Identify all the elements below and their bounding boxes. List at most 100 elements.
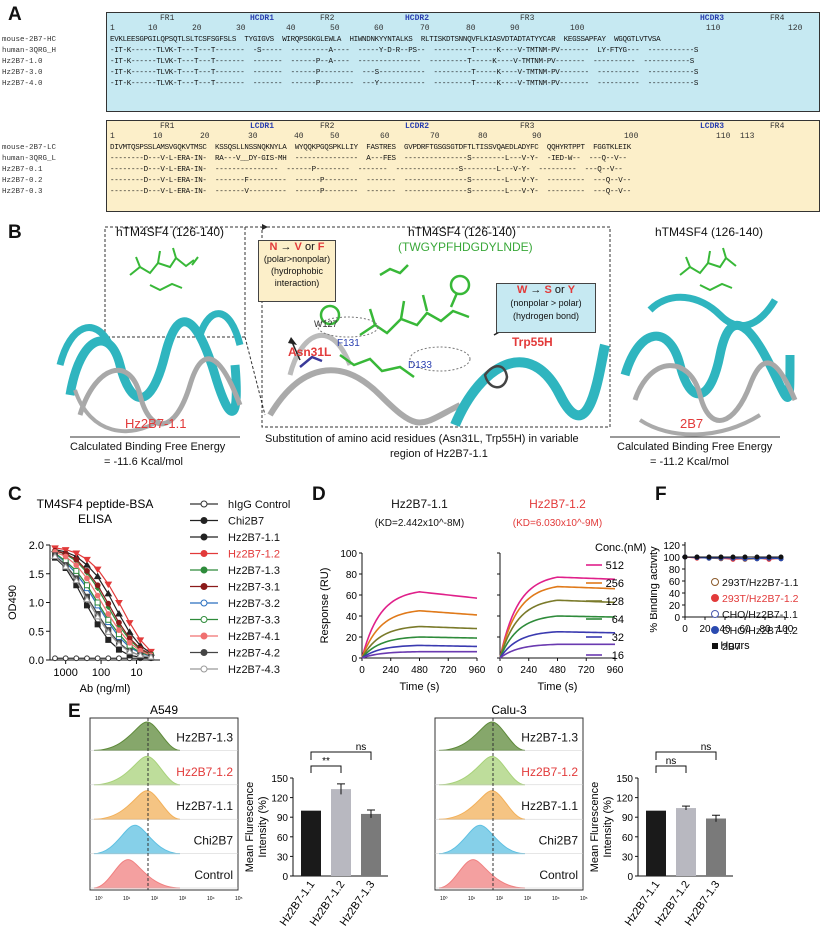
histogram-axis-tick: 10¹ xyxy=(468,896,476,902)
position-number: 50 xyxy=(330,132,340,141)
arrow2: → xyxy=(527,284,545,296)
legend-label: Hz2B7-3.1 xyxy=(228,582,280,594)
position-number: 100 xyxy=(624,132,639,141)
data-point xyxy=(72,550,81,558)
legend-marker xyxy=(200,649,208,656)
x-tick-label: 10 xyxy=(130,667,142,679)
position-number: 30 xyxy=(248,132,258,141)
position-number: 80 xyxy=(478,132,488,141)
x-tick-label: 720 xyxy=(440,665,457,676)
data-point xyxy=(93,612,102,620)
data-point xyxy=(742,554,748,560)
histogram-label: Chi2B7 xyxy=(194,834,234,848)
data-point xyxy=(73,562,80,569)
histogram-axis-tick: 10⁵ xyxy=(235,896,243,902)
left-antibody-name: Hz2B7-1.1 xyxy=(125,416,187,431)
data-point xyxy=(136,651,145,658)
region-label: FR2 xyxy=(320,14,335,23)
data-point xyxy=(73,655,80,662)
x-tick-label: 100 xyxy=(777,624,794,635)
bar xyxy=(361,813,381,876)
series-line xyxy=(54,557,151,659)
sequence-name: Hz2B7-1.0 xyxy=(2,58,43,66)
y-tick-label: 60 xyxy=(346,591,358,602)
data-point xyxy=(115,610,123,617)
sensorgram-line xyxy=(499,630,616,659)
data-point xyxy=(61,562,70,570)
legend-marker xyxy=(200,583,208,590)
mutation-box-trp: W → S or Y (nonpolar > polar) (hydrogen … xyxy=(496,283,596,333)
x-tick-label: 60 xyxy=(739,624,751,635)
data-point xyxy=(682,554,688,560)
data-point xyxy=(94,582,101,589)
data-point xyxy=(754,554,760,560)
data-point xyxy=(73,556,80,563)
position-number: 20 xyxy=(200,132,210,141)
data-point xyxy=(730,554,736,560)
region-label: FR3 xyxy=(520,14,535,23)
position-number: 60 xyxy=(380,132,390,141)
chart-subtitle: (KD=6.030x10^-9M) xyxy=(513,518,602,529)
mut-s: S xyxy=(544,284,552,296)
position-number: 40 xyxy=(286,24,296,33)
sequence-text: -IT-K------TLVK-T---T---T------- -------… xyxy=(110,69,699,77)
histogram-label: Control xyxy=(539,868,578,882)
or1: or xyxy=(301,241,318,253)
legend-label: 293T/Hz2B7-1.2 xyxy=(722,593,799,605)
data-point xyxy=(125,628,134,635)
histogram-curve xyxy=(438,824,526,855)
right-peptide-icon xyxy=(679,247,737,292)
sensorgram-line xyxy=(361,650,477,659)
left-energy-value: = -11.6 Kcal/mol xyxy=(104,456,183,468)
y-tick-label: 60 xyxy=(277,833,289,844)
legend-marker xyxy=(200,599,208,607)
histogram-frame xyxy=(89,717,239,891)
data-point xyxy=(105,604,112,611)
panel-e-flow: A549 Hz2B7-1.3 Hz2B7-1.2 Hz2B7-1.1 Chi2B7 Con… xyxy=(89,703,733,928)
data-point xyxy=(62,655,69,662)
legend-marker xyxy=(712,643,718,649)
data-point xyxy=(116,619,122,626)
data-point xyxy=(126,639,133,646)
panel-label-e: E xyxy=(68,701,81,722)
region-label: LCDR3 xyxy=(700,122,725,131)
sig-label: ** xyxy=(322,756,330,767)
histogram-axis-tick: 10² xyxy=(496,896,504,902)
data-point xyxy=(83,595,91,603)
sequence-name: human-3QRG_L xyxy=(2,155,57,163)
region-label: FR4 xyxy=(770,14,785,23)
right-protein-ribbon-icon xyxy=(620,293,798,437)
data-point xyxy=(83,561,91,568)
y-tick-label: 1.0 xyxy=(29,598,44,610)
data-point xyxy=(105,616,112,623)
sig-bracket xyxy=(655,765,687,773)
position-number: 70 xyxy=(430,132,440,141)
y-tick-label: 100 xyxy=(340,549,357,560)
legend-label: 512 xyxy=(606,560,624,572)
sig-label: ns xyxy=(701,742,712,753)
series-line xyxy=(54,551,152,656)
x-tick-label: 0 xyxy=(497,665,503,676)
legend-label: Hz2B7-4.2 xyxy=(228,648,280,660)
y-axis-label: Mean Flurescence xyxy=(244,782,256,873)
chart-title: Hz2B7-1.1 xyxy=(391,497,448,511)
histogram-axis-tick: 10⁵ xyxy=(580,896,588,902)
data-point xyxy=(94,621,101,628)
right-energy-label: Calculated Binding Free Energy xyxy=(617,441,773,453)
histogram-curve xyxy=(93,859,181,889)
data-point xyxy=(94,655,101,662)
y-tick-label: 20 xyxy=(669,601,681,612)
region-label: LCDR1 xyxy=(250,122,275,131)
legend-label: Hz2B7-1.3 xyxy=(228,565,280,577)
x-axis-label: Hours xyxy=(720,640,750,652)
series-line xyxy=(54,556,152,658)
data-point xyxy=(126,635,133,642)
histogram-axis-tick: 10⁴ xyxy=(207,896,215,902)
center-peptide-title: hTM4SF4 (126-140) xyxy=(408,225,517,239)
sequence-name: Hz2B7-0.3 xyxy=(2,188,43,196)
sensorgram-line xyxy=(361,644,478,659)
right-peptide-title: hTM4SF4 (126-140) xyxy=(655,225,764,239)
sig-label: ns xyxy=(356,742,367,753)
